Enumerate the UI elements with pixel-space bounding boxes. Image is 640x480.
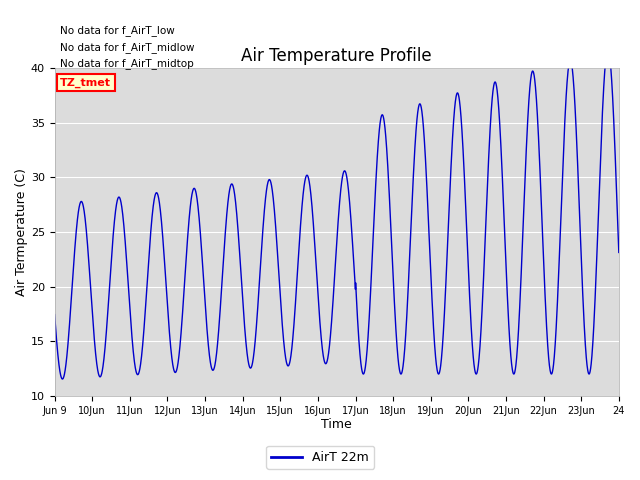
X-axis label: Time: Time [321, 419, 352, 432]
Title: Air Temperature Profile: Air Temperature Profile [241, 47, 432, 65]
Text: No data for f_AirT_midtop: No data for f_AirT_midtop [60, 58, 194, 69]
Y-axis label: Air Termperature (C): Air Termperature (C) [15, 168, 28, 296]
Legend: AirT 22m: AirT 22m [266, 446, 374, 469]
Text: No data for f_AirT_midlow: No data for f_AirT_midlow [60, 42, 195, 52]
Text: No data for f_AirT_low: No data for f_AirT_low [60, 25, 175, 36]
Text: TZ_tmet: TZ_tmet [60, 78, 111, 88]
